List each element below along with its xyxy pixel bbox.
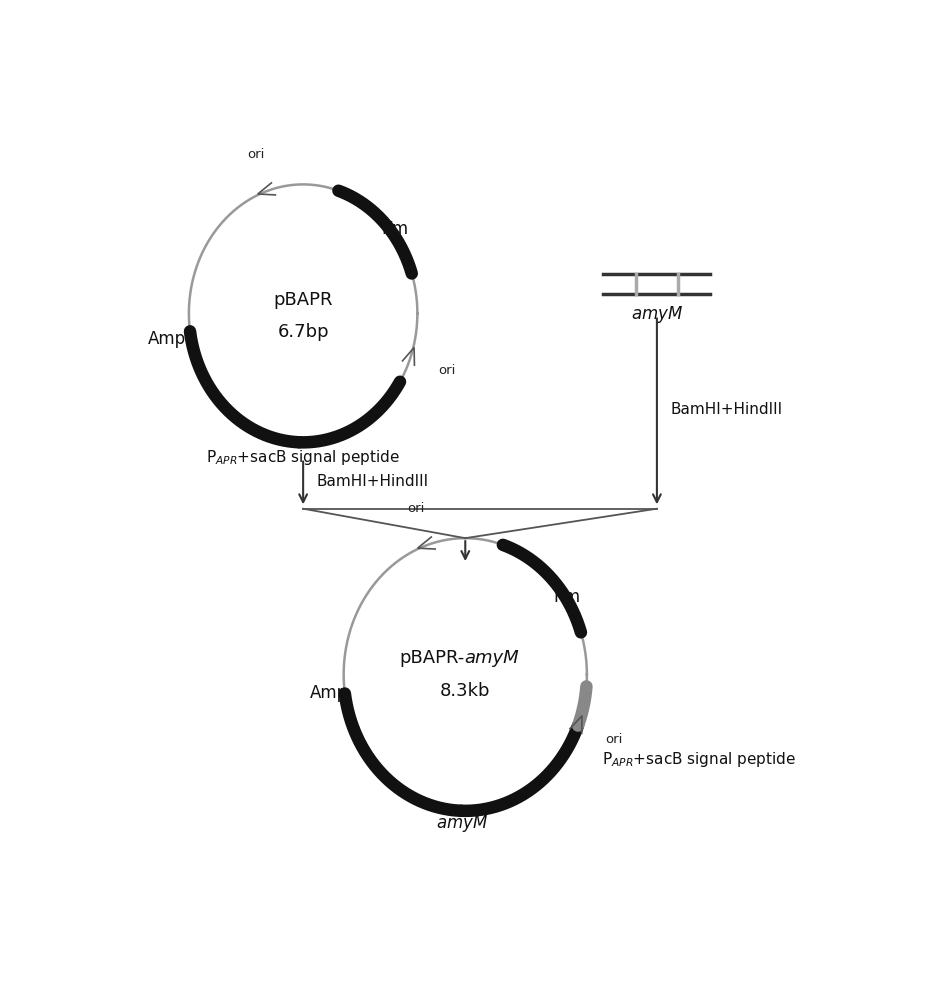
Text: ori: ori <box>605 733 622 746</box>
Text: P$_{APR}$+sacB signal peptide: P$_{APR}$+sacB signal peptide <box>206 448 400 467</box>
Text: pBAPR: pBAPR <box>273 291 333 309</box>
Text: Km: Km <box>553 588 580 606</box>
Text: Amp: Amp <box>147 330 185 348</box>
Text: $amyM$: $amyM$ <box>631 304 683 325</box>
Text: ori: ori <box>407 502 424 515</box>
Text: ori: ori <box>437 364 456 377</box>
Text: BamHI+HindIII: BamHI+HindIII <box>670 402 783 417</box>
Text: 8.3kb: 8.3kb <box>440 682 491 700</box>
Text: Km: Km <box>381 220 409 238</box>
Text: 6.7bp: 6.7bp <box>278 323 329 341</box>
Text: $amyM$: $amyM$ <box>436 813 488 834</box>
Text: ori: ori <box>247 148 264 161</box>
Text: Amp: Amp <box>310 684 348 702</box>
Text: BamHI+HindIII: BamHI+HindIII <box>317 474 429 489</box>
Text: amyM: amyM <box>464 649 519 667</box>
Text: P$_{APR}$+sacB signal peptide: P$_{APR}$+sacB signal peptide <box>602 750 796 769</box>
Text: pBAPR-: pBAPR- <box>399 649 464 667</box>
